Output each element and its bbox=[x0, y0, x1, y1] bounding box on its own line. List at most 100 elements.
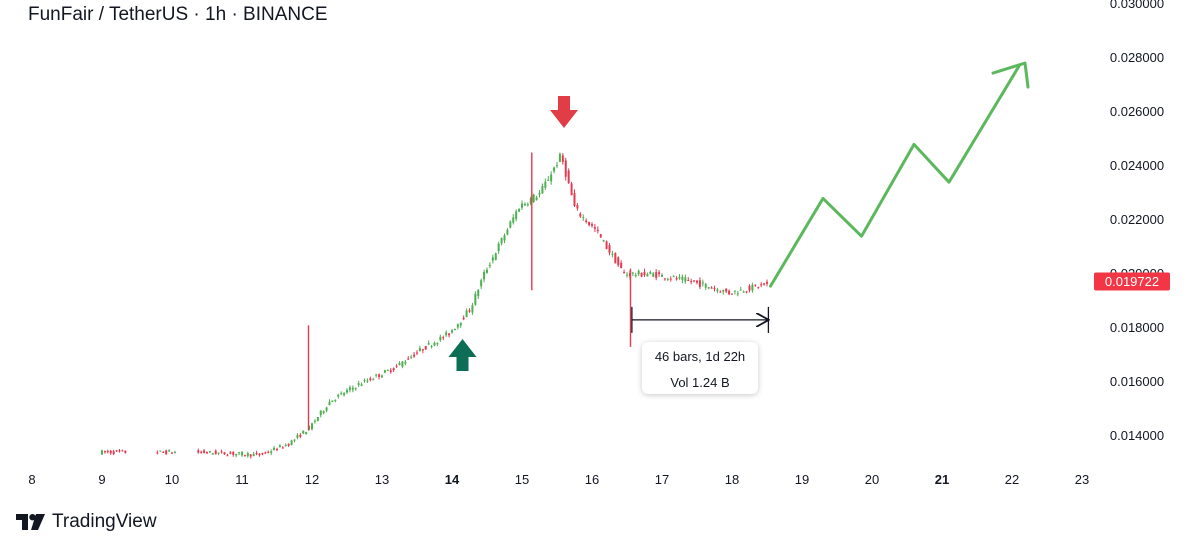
candle-body bbox=[585, 220, 588, 222]
candle-body bbox=[754, 284, 757, 286]
candle-body bbox=[573, 193, 576, 206]
candle-body bbox=[436, 342, 439, 345]
candle-body bbox=[407, 358, 410, 360]
candle-body bbox=[112, 451, 115, 455]
candle-body bbox=[273, 447, 276, 451]
candle-body bbox=[453, 328, 456, 331]
candle-body bbox=[547, 179, 550, 181]
candle-body bbox=[544, 181, 547, 188]
candle-body bbox=[739, 289, 742, 291]
candle-body bbox=[261, 453, 264, 455]
x-tick-label: 9 bbox=[98, 472, 105, 487]
candle-body bbox=[118, 450, 121, 452]
candle-body bbox=[418, 348, 421, 352]
candle-body bbox=[346, 389, 348, 393]
candle-body bbox=[401, 361, 404, 367]
y-axis: 0.030000 0.028000 0.026000 0.024000 0.022000… bbox=[1110, 0, 1164, 443]
x-tick-label: 17 bbox=[655, 472, 669, 487]
candle-body bbox=[427, 343, 430, 345]
candle-body bbox=[696, 280, 698, 283]
candle-body bbox=[713, 288, 716, 290]
candle-body bbox=[614, 252, 617, 264]
candle-body bbox=[506, 229, 509, 235]
candle-body bbox=[389, 370, 392, 373]
y-tick-label: 0.014000 bbox=[1110, 428, 1164, 443]
candle-body bbox=[249, 454, 252, 457]
candle-body bbox=[220, 451, 223, 453]
candle-body bbox=[757, 287, 760, 289]
candle-body bbox=[246, 453, 249, 457]
projection-path bbox=[769, 61, 1030, 288]
candle-body bbox=[611, 253, 614, 255]
candle-body bbox=[197, 450, 200, 453]
candle-body bbox=[751, 284, 754, 291]
candle-body bbox=[115, 450, 118, 452]
candle-body bbox=[745, 291, 748, 293]
candle-body bbox=[267, 451, 270, 453]
candle-body bbox=[646, 274, 649, 277]
candle-body bbox=[410, 356, 413, 358]
candle-body bbox=[162, 451, 165, 453]
candle-body bbox=[634, 275, 637, 277]
candle-body bbox=[243, 455, 246, 457]
candle-body bbox=[316, 417, 319, 421]
candle-body bbox=[500, 238, 503, 244]
candle-body bbox=[640, 272, 643, 277]
candle-body bbox=[579, 213, 582, 217]
candle-body bbox=[241, 452, 243, 456]
candle-body bbox=[103, 451, 106, 453]
candle-body bbox=[748, 285, 751, 291]
candle-body bbox=[208, 451, 211, 453]
candle-body bbox=[541, 186, 544, 194]
y-tick-label: 0.026000 bbox=[1110, 104, 1164, 119]
x-tick-label: 11 bbox=[235, 472, 249, 487]
candle-body bbox=[203, 450, 206, 453]
candle-body bbox=[710, 287, 713, 289]
candle-body bbox=[290, 440, 293, 445]
x-tick-label: 16 bbox=[585, 472, 599, 487]
candle-body bbox=[725, 288, 728, 292]
x-tick-label: 13 bbox=[375, 472, 389, 487]
x-tick-label: 23 bbox=[1075, 472, 1089, 487]
candle-body bbox=[491, 257, 494, 261]
tradingview-logo-icon bbox=[16, 514, 45, 530]
candle-body bbox=[620, 262, 623, 269]
candle-body bbox=[567, 170, 570, 184]
candle-body bbox=[121, 450, 124, 452]
last-price-tag: 0.019722 bbox=[1094, 272, 1170, 291]
candle-body bbox=[526, 204, 529, 206]
x-tick-label: 15 bbox=[515, 472, 529, 487]
x-tick-label: 19 bbox=[795, 472, 809, 487]
candle-body bbox=[156, 452, 159, 454]
candle-body bbox=[229, 452, 232, 454]
candle-body bbox=[232, 451, 235, 455]
candle-body bbox=[168, 450, 171, 452]
candle-body bbox=[608, 245, 611, 253]
y-tick-label: 0.024000 bbox=[1110, 158, 1164, 173]
candle-body bbox=[284, 444, 287, 446]
candle-body bbox=[736, 293, 739, 295]
candle-body bbox=[474, 293, 477, 305]
candle-body bbox=[704, 284, 707, 288]
candle-body bbox=[582, 217, 585, 219]
candlestick-series bbox=[101, 152, 768, 459]
candle-body bbox=[649, 271, 652, 274]
candle-body bbox=[459, 322, 462, 326]
y-tick-label: 0.016000 bbox=[1110, 374, 1164, 389]
candle-body bbox=[165, 450, 168, 455]
tradingview-logo[interactable]: TradingView bbox=[16, 510, 157, 534]
candle-body bbox=[328, 401, 331, 406]
x-axis: 8 9 10 11 12 13 14 15 16 17 18 19 20 21 22 23 bbox=[28, 472, 1089, 487]
x-tick-label: 22 bbox=[1005, 472, 1019, 487]
candle-body bbox=[605, 241, 608, 249]
candle-body bbox=[602, 240, 605, 242]
candle-body bbox=[439, 336, 442, 341]
candle-body bbox=[357, 383, 360, 385]
candle-body bbox=[663, 278, 666, 280]
candle-body bbox=[521, 203, 523, 208]
candle-body bbox=[468, 310, 471, 312]
candle-body bbox=[637, 270, 640, 275]
candle-body bbox=[223, 452, 226, 455]
candle-body bbox=[681, 276, 684, 281]
